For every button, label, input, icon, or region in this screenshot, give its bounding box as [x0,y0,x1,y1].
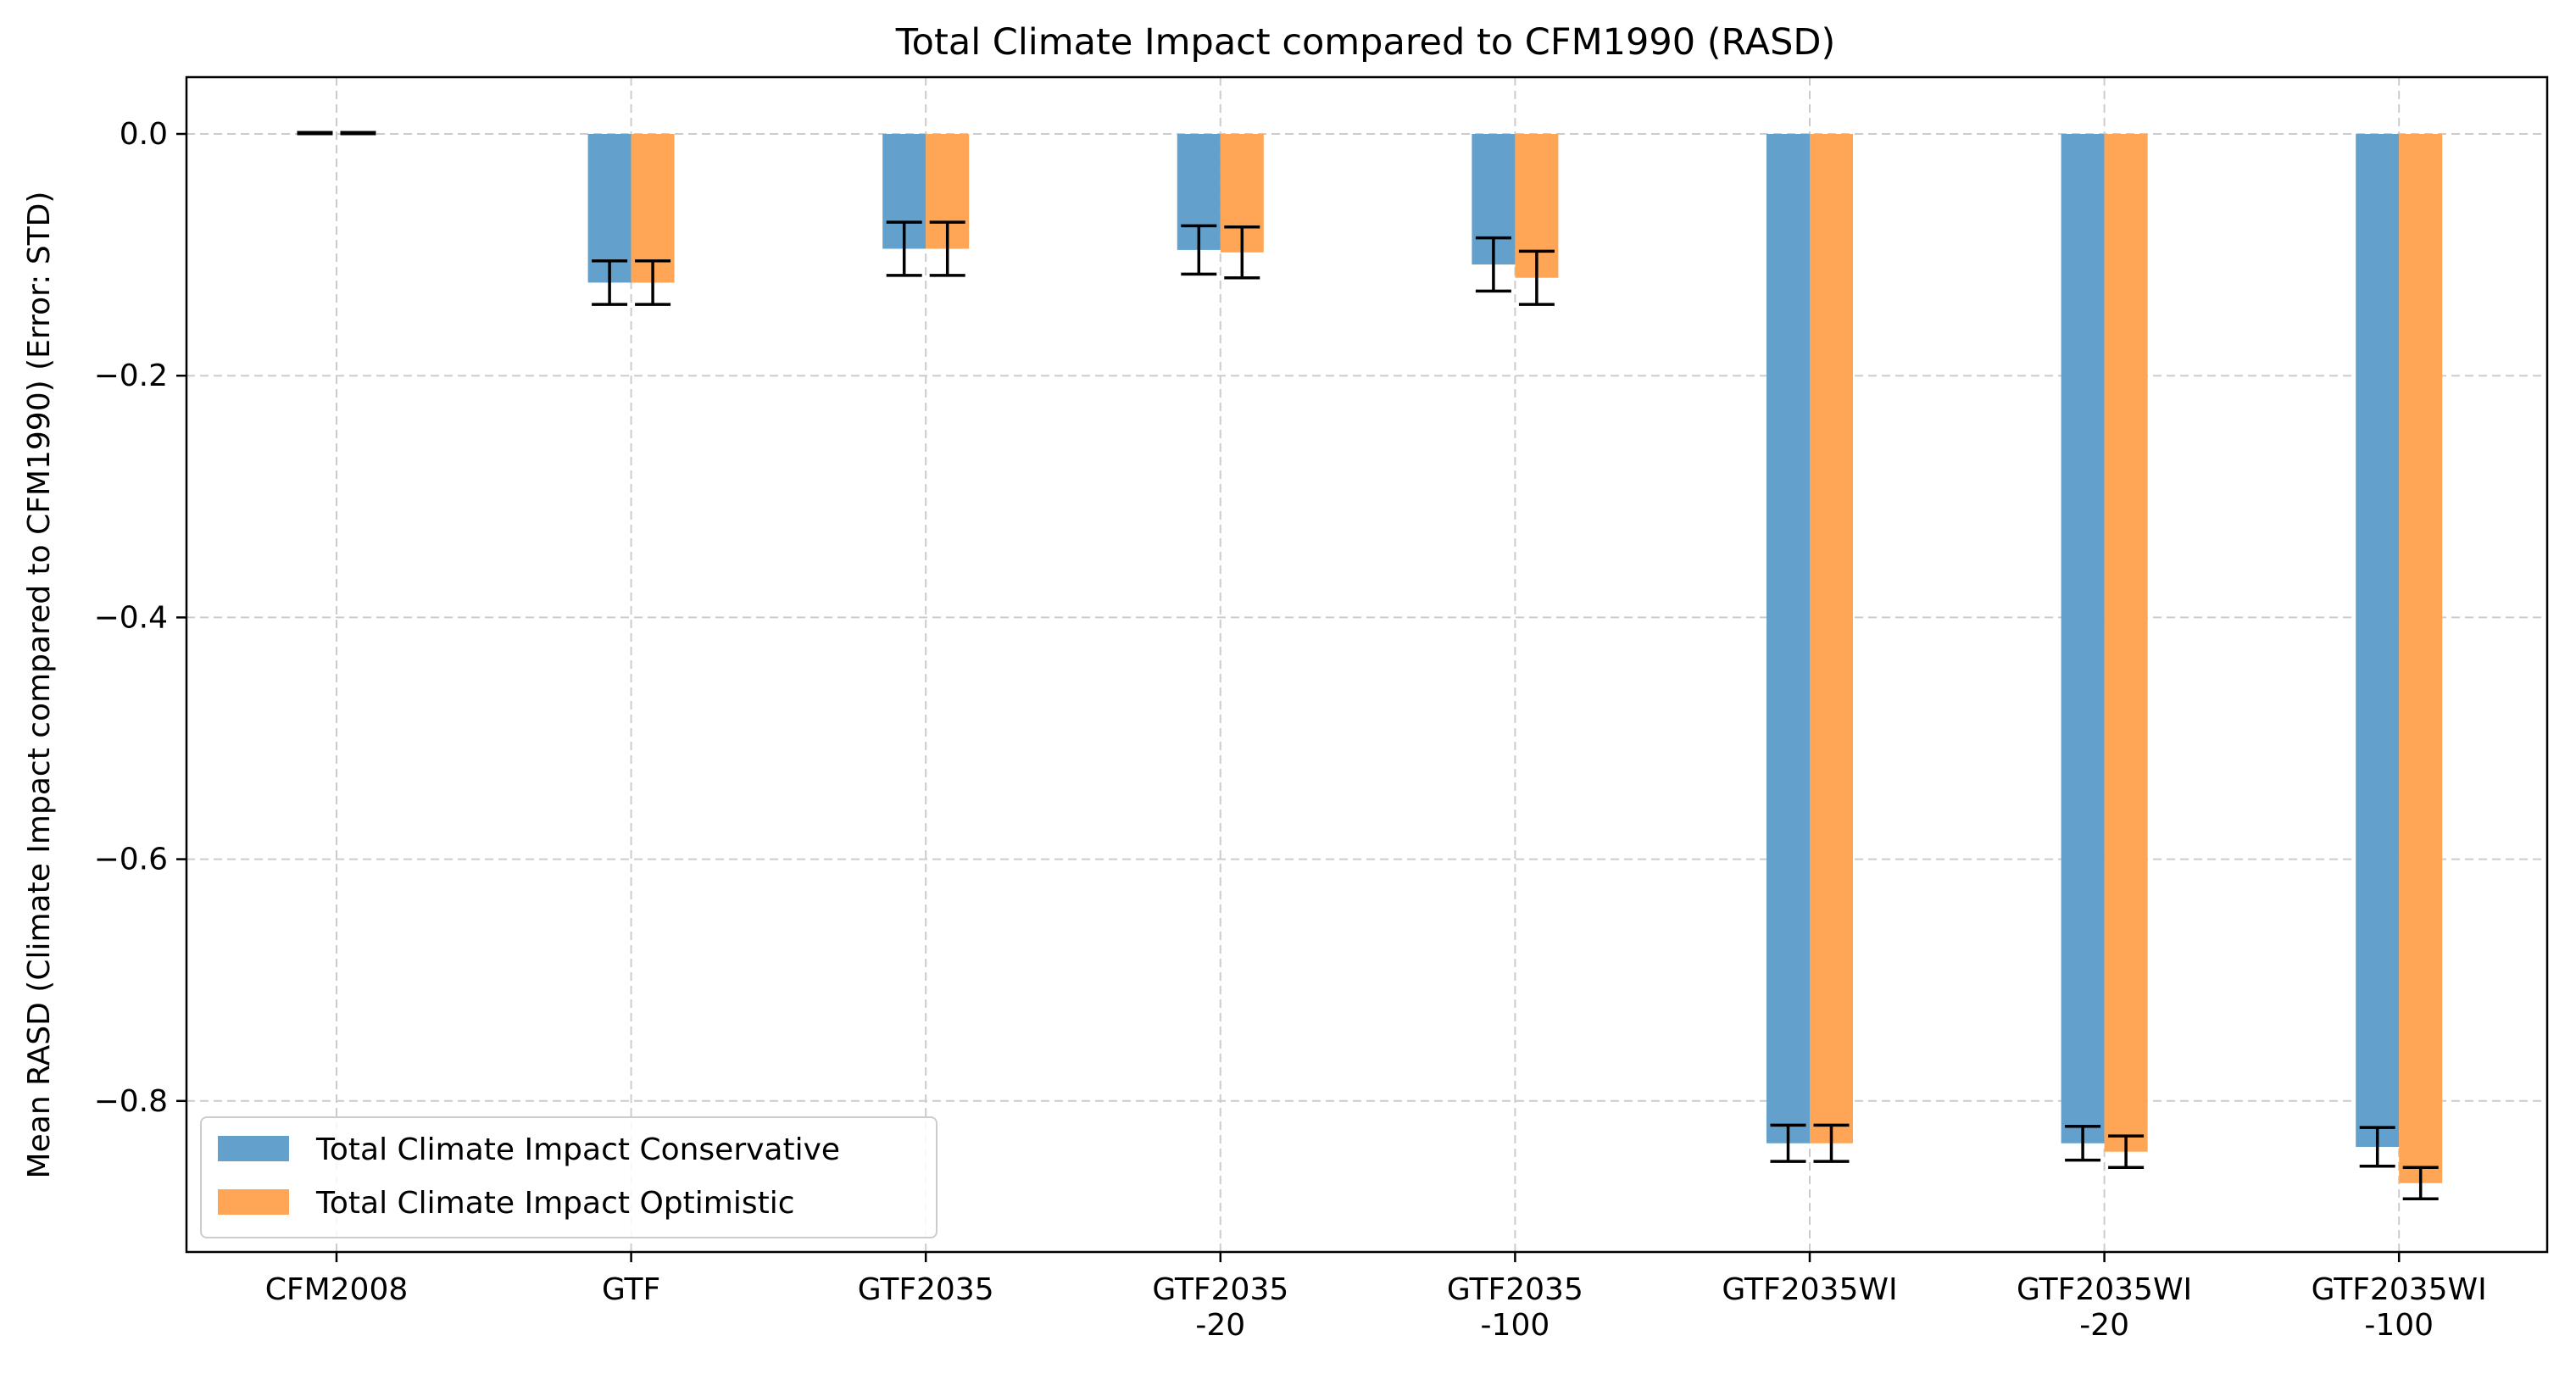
x-tick-label: GTF2035 -20 [1152,1272,1288,1343]
x-tick-label: GTF2035 [858,1272,994,1307]
x-tick-label: GTF2035WI -100 [2312,1272,2487,1343]
error-bars [297,131,2439,1201]
x-tick-label: CFM2008 [265,1272,409,1307]
y-axis-ticks: 0.0 −0.2 −0.4 −0.6 −0.8 [94,117,186,1119]
legend-entry-label: Total Climate Impact Conservative [315,1132,840,1167]
y-tick-label: −0.6 [94,843,168,877]
y-tick-label: −0.8 [94,1084,168,1119]
legend-entry-label: Total Climate Impact Optimistic [315,1186,795,1221]
x-tick-label: GTF2035 -100 [1447,1272,1583,1343]
y-tick-label: −0.4 [94,600,168,635]
y-axis-label: Mean RASD (Climate Impact compared to CF… [22,192,57,1179]
x-tick-label: GTF2035WI -20 [2017,1272,2192,1343]
bar [631,134,675,283]
bar [2104,134,2148,1152]
x-tick-label: GTF2035WI [1722,1272,1897,1307]
bar [587,134,631,283]
bar [2061,134,2105,1144]
legend-swatch [218,1189,289,1215]
y-tick-label: 0.0 [120,117,168,152]
bar [1766,134,1810,1144]
x-axis-ticks: CFM2008 GTF GTF2035 GTF2035 -20 GTF2035 -100 GT… [265,1252,2487,1343]
y-tick-label: −0.2 [94,359,168,393]
bars [587,134,2443,1183]
x-tick-label: GTF [602,1272,660,1307]
bar [1810,134,1853,1144]
legend-box [200,1116,937,1238]
legend-swatch [218,1136,289,1161]
plot-area-frame [185,75,2549,1254]
chart-title: Total Climate Impact compared to CFM1990… [895,21,1836,64]
bar [2399,134,2443,1183]
legend: Total Climate Impact Conservative Total C… [200,1116,937,1238]
bar [2356,134,2400,1147]
